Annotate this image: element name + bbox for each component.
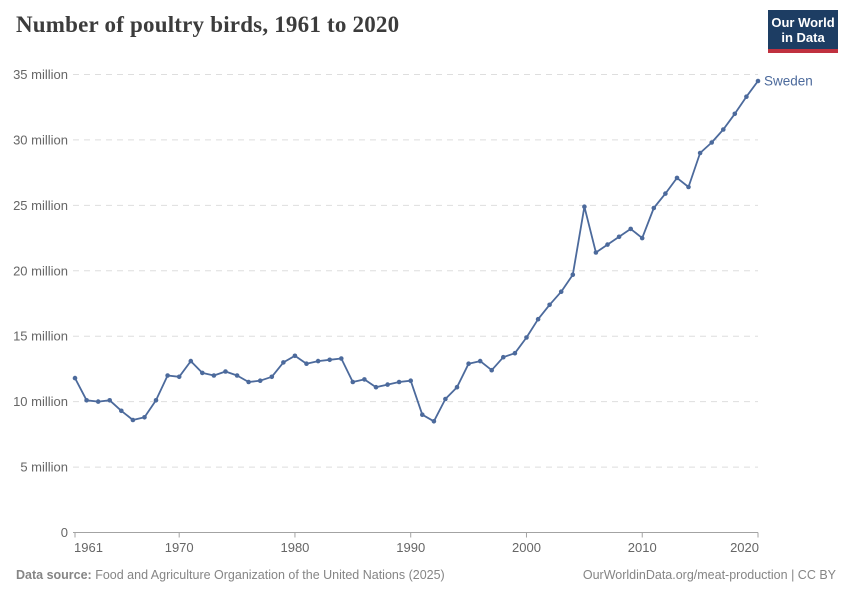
data-point [408,378,414,384]
data-point [674,175,680,181]
y-tick-label: 5 million [20,460,68,475]
footer-license: CC BY [797,568,836,582]
y-tick-label: 20 million [13,263,68,278]
x-tick-label: 2020 [730,540,759,555]
data-point [697,150,703,156]
owid-logo-line2: in Data [781,30,825,45]
data-point [477,358,483,364]
data-point [234,373,240,378]
data-point [431,419,437,424]
y-tick-label: 35 million [13,67,68,82]
data-point [327,357,333,363]
data-point [420,412,425,418]
data-point [362,377,367,382]
data-point [119,408,124,414]
data-point [107,398,112,403]
data-point [443,396,448,402]
data-point [200,370,205,376]
data-point [95,399,101,404]
owid-logo-line1: Our World [771,15,835,30]
data-point [651,205,657,211]
data-point [142,415,147,420]
x-tick-label: 2000 [512,540,541,555]
y-tick-label: 10 million [13,394,68,409]
data-point [84,398,89,403]
data-point [547,302,552,308]
data-point [165,373,170,378]
footer-link[interactable]: OurWorldinData.org/meat-production [582,568,788,582]
data-point [616,234,622,240]
data-point [292,353,298,359]
data-point [454,384,460,390]
data-point [257,378,263,384]
data-source: Data source: Food and Agriculture Organi… [16,568,445,582]
data-point [721,127,726,132]
data-point [350,379,356,385]
chart-title: Number of poultry birds, 1961 to 2020 [16,12,400,37]
data-point [593,250,599,255]
data-point [281,360,286,365]
data-point [732,111,738,117]
data-point [605,242,610,247]
data-point [709,140,714,145]
data-source-label: Data source: [16,568,92,582]
data-source-text: Food and Agriculture Organization of the… [91,568,445,582]
data-point [176,374,182,380]
data-point [512,350,518,356]
data-point [582,204,587,209]
y-tick-label: 0 [61,525,68,540]
data-point [639,235,645,241]
data-point [304,361,309,367]
y-tick-label: 30 million [13,132,68,147]
x-tick-label: 2010 [628,540,657,555]
data-point [744,94,749,99]
data-point [466,361,471,367]
chart-footer: Data source: Food and Agriculture Organi… [16,568,836,582]
data-point [755,78,761,84]
data-point [223,369,228,374]
data-line-sweden [74,80,759,423]
data-point [153,398,159,403]
data-point [628,226,633,232]
data-point [269,374,275,380]
data-point [385,382,390,387]
data-point [373,384,379,390]
x-tick-label: 1970 [165,540,194,555]
data-point [524,335,529,340]
y-tick-label: 15 million [13,329,68,344]
y-tick-label: 25 million [13,198,68,213]
data-point [130,417,136,423]
x-tick-label: 1961 [74,540,103,555]
data-point [315,358,321,364]
data-point [501,354,506,360]
data-point [558,289,564,295]
data-point [570,272,576,278]
x-tick-label: 1980 [280,540,309,555]
data-point [188,358,194,364]
x-tick-label: 1990 [396,540,425,555]
series-label-sweden: Sweden [764,74,813,89]
data-point [339,356,344,361]
data-point [663,191,668,196]
footer-separator: | [787,568,798,582]
owid-logo[interactable]: Our World in Data [768,10,838,53]
data-point [211,373,217,378]
footer-attribution: OurWorldinData.org/meat-production | CC … [583,568,836,582]
data-point [72,375,78,381]
data-point [246,379,251,385]
data-point [686,184,691,190]
line-chart-canvas: 0 5 million 10 million 15 million 20 million… [13,67,813,555]
data-point [489,367,495,373]
data-point [396,379,402,385]
data-point [535,316,541,322]
